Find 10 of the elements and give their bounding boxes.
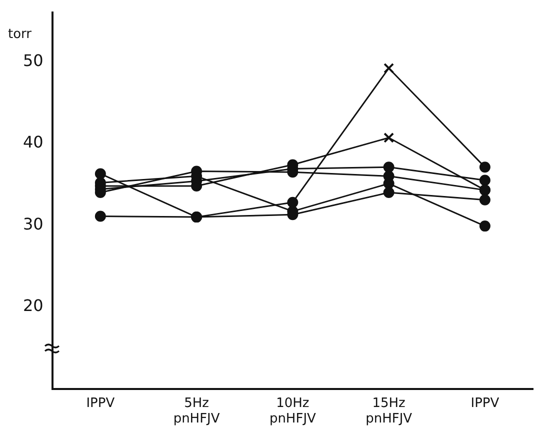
x-tick-label: IPPV [86,396,115,411]
y-tick-label: 40 [23,132,44,152]
x-tick-label: 5Hz pnHFJV [173,396,220,427]
y-axis-title: torr [8,26,32,42]
y-tick-label: 20 [23,296,44,316]
y-tick-label: 30 [23,214,44,234]
y-tick-label: 50 [23,50,44,70]
x-tick-label: IPPV [470,396,500,411]
x-tick-label: 15Hz pnHFJV [366,396,412,427]
x-tick-label: 10Hz pnHFJV [269,396,316,427]
